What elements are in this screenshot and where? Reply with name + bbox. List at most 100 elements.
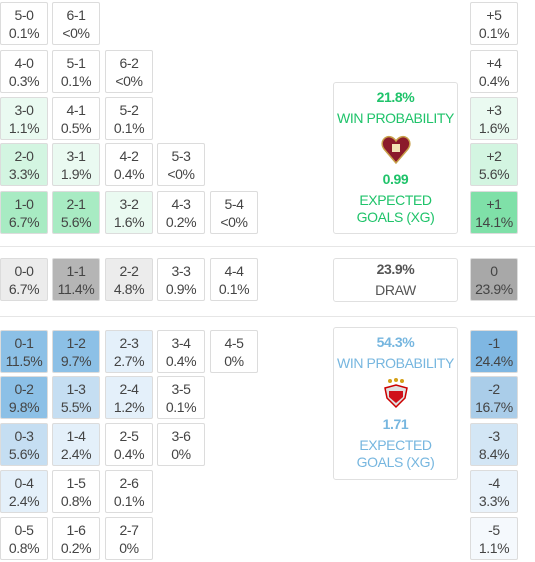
scoreline: 1-4 [66, 427, 86, 444]
scoreline: 4-2 [119, 147, 139, 164]
scoreline: -4 [488, 474, 500, 491]
scoreline: 1-6 [66, 521, 86, 538]
probability: 5.6% [60, 213, 92, 230]
probability: 0.8% [8, 539, 40, 556]
score-cell: 1-6 0.2% [52, 517, 100, 560]
score-cell: 3-0 1.1% [0, 97, 48, 140]
scoreline: 3-5 [171, 380, 191, 397]
probability: 24.4% [475, 352, 513, 369]
score-cell: 5-4 <0% [210, 191, 258, 234]
home-xg-label: EXPECTED GOALS (XG) [356, 192, 435, 225]
scoreline: 4-4 [224, 262, 244, 279]
score-cell: 1-5 0.8% [52, 470, 100, 513]
scoreline: 0-2 [14, 380, 34, 397]
score-cell: 4-4 0.1% [210, 258, 258, 301]
probability: 0.1% [165, 398, 197, 415]
scoreline: 3-1 [66, 147, 86, 164]
probability: 0.4% [113, 445, 145, 462]
scoreline: 4-1 [66, 101, 86, 118]
score-cell: 2-1 5.6% [52, 191, 100, 234]
scoreline: 6-2 [119, 54, 139, 71]
probability: 9.8% [8, 398, 40, 415]
score-cell: -2 16.7% [470, 376, 518, 419]
score-cell: 2-0 3.3% [0, 143, 48, 186]
probability: 11.4% [57, 280, 95, 297]
scoreline: 4-0 [14, 54, 34, 71]
away-xg: 1.71 [382, 416, 409, 432]
score-cell: 2-3 2.7% [105, 330, 153, 373]
probability: 1.1% [8, 119, 40, 136]
probability: 2.4% [8, 492, 40, 509]
score-cell: 0-0 6.7% [0, 258, 48, 301]
scoreline: 1-3 [66, 380, 86, 397]
probability: 1.1% [478, 539, 510, 556]
scoreline: 2-4 [119, 380, 139, 397]
score-cell: 1-2 9.7% [52, 330, 100, 373]
probability: 1.6% [478, 119, 510, 136]
scoreline: -5 [488, 521, 500, 538]
scoreline: 0-3 [14, 427, 34, 444]
separator [0, 246, 535, 247]
scoreline: 5-2 [119, 101, 139, 118]
score-cell: 4-2 0.4% [105, 143, 153, 186]
score-cell: 4-3 0.2% [157, 191, 205, 234]
probability: 0% [224, 352, 244, 369]
score-cell: 0 23.9% [470, 258, 518, 301]
away-probability-label: WIN PROBABILITY [337, 355, 454, 371]
score-cell: 3-3 0.9% [157, 258, 205, 301]
scoreline: 5-3 [171, 147, 191, 164]
scoreline: 2-7 [119, 521, 139, 538]
score-cell: 2-2 4.8% [105, 258, 153, 301]
scoreline: 1-2 [66, 334, 86, 351]
score-cell: 2-5 0.4% [105, 423, 153, 466]
probability: 11.5% [5, 352, 43, 369]
score-cell: -4 3.3% [470, 470, 518, 513]
score-cell: 6-1 <0% [52, 2, 100, 45]
scoreline: 5-0 [14, 6, 34, 23]
score-cell: 3-4 0.4% [157, 330, 205, 373]
scoreline: 2-6 [119, 474, 139, 491]
probability: 0.4% [165, 352, 197, 369]
probability: 5.5% [60, 398, 92, 415]
score-cell: 5-0 0.1% [0, 2, 48, 45]
scoreline: 3-6 [171, 427, 191, 444]
scoreline: +5 [486, 6, 502, 23]
scoreline: 0-5 [14, 521, 34, 538]
away-xg-label: EXPECTED GOALS (XG) [356, 437, 435, 470]
score-cell: +5 0.1% [470, 2, 518, 45]
draw-summary: 23.9% DRAW [333, 258, 458, 302]
probability: 6.7% [8, 280, 40, 297]
scoreline: 2-0 [14, 147, 34, 164]
scoreline: 5-4 [224, 195, 244, 212]
scoreline: +4 [486, 54, 502, 71]
probability: <0% [167, 165, 195, 182]
probability: 3.3% [8, 165, 40, 182]
score-cell: 0-5 0.8% [0, 517, 48, 560]
score-cell: 2-4 1.2% [105, 376, 153, 419]
probability: 5.6% [8, 445, 40, 462]
score-cell: 2-6 0.1% [105, 470, 153, 513]
score-cell: 1-1 11.4% [52, 258, 100, 301]
score-cell: +2 5.6% [470, 143, 518, 186]
probability: 23.9% [475, 280, 513, 297]
score-cell: 5-3 <0% [157, 143, 205, 186]
scoreline: 0-4 [14, 474, 34, 491]
probability: 2.4% [60, 445, 92, 462]
scoreline: 3-2 [119, 195, 139, 212]
probability: 4.8% [113, 280, 145, 297]
home-summary: 21.8% WIN PROBABILITY 0.99 EXPECTED GOAL… [333, 82, 458, 234]
score-cell: 4-5 0% [210, 330, 258, 373]
score-cell: 0-2 9.8% [0, 376, 48, 419]
scoreline: 0-1 [14, 334, 34, 351]
score-cell: 6-2 <0% [105, 50, 153, 93]
score-cell: +4 0.4% [470, 50, 518, 93]
probability: 8.4% [478, 445, 510, 462]
scoreline: 0 [490, 262, 498, 279]
scoreline: 1-5 [66, 474, 86, 491]
score-cell: 3-1 1.9% [52, 143, 100, 186]
probability: 0.1% [113, 119, 145, 136]
separator [0, 316, 535, 317]
probability: 0.1% [478, 24, 510, 41]
probability: 14.1% [475, 213, 513, 230]
